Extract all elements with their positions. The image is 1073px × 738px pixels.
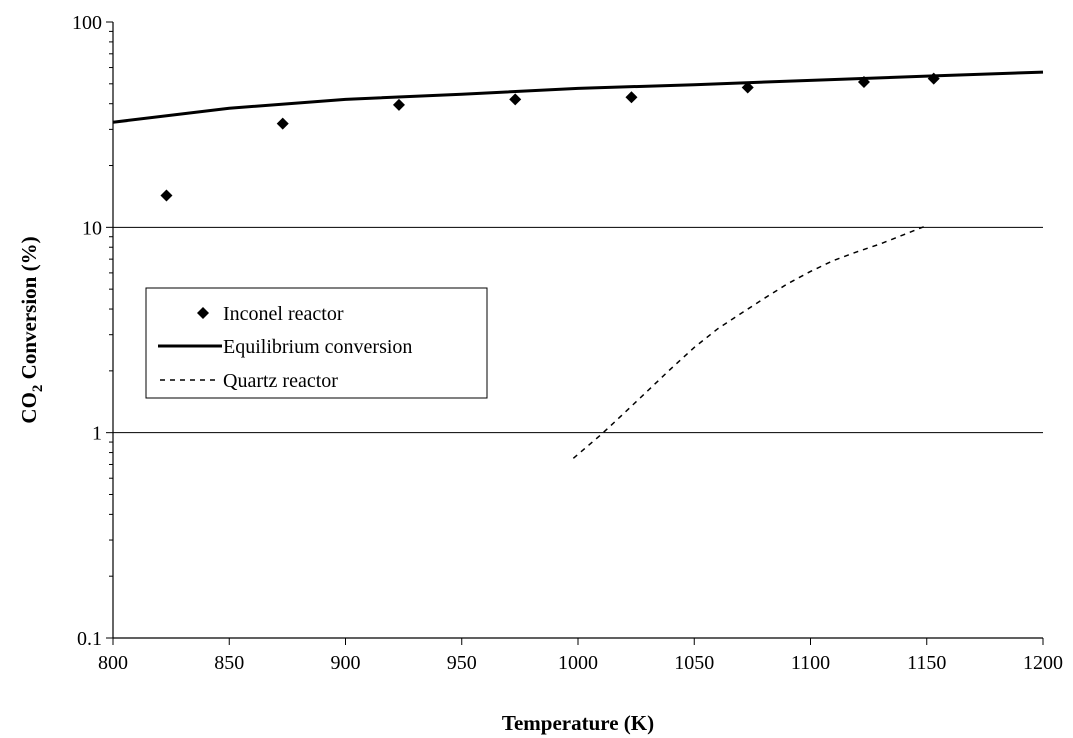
data-point-inconel bbox=[392, 98, 405, 111]
x-tick-label: 900 bbox=[331, 652, 361, 674]
data-point-inconel bbox=[741, 81, 754, 94]
series-line-quartz bbox=[572, 224, 928, 459]
data-point-inconel bbox=[625, 91, 638, 104]
legend-marker-diamond bbox=[197, 307, 209, 319]
x-axis-title: Temperature (K) bbox=[502, 711, 654, 735]
x-tick-label: 1000 bbox=[558, 652, 598, 674]
legend: Inconel reactor Equilibrium conversion Qua… bbox=[145, 287, 488, 399]
data-point-inconel bbox=[160, 189, 173, 202]
x-tick-label: 800 bbox=[98, 652, 128, 674]
x-tick-label: 1150 bbox=[907, 652, 946, 674]
y-axis-title-suffix: Conversion (%) bbox=[17, 236, 41, 384]
x-tick-label: 950 bbox=[447, 652, 477, 674]
series-line-equilibrium bbox=[112, 70, 1044, 124]
legend-label: Equilibrium conversion bbox=[223, 336, 412, 358]
y-axis-title-prefix: CO bbox=[17, 392, 41, 424]
x-axis-ticks: 800 850 900 950 1000 1050 1100 1150 1200 bbox=[98, 638, 1063, 674]
grid-lines bbox=[113, 226, 1043, 434]
legend-label: Quartz reactor bbox=[223, 370, 338, 392]
y-axis-ticks: 0.1 1 10 100 bbox=[72, 12, 113, 650]
legend-label: Inconel reactor bbox=[223, 303, 344, 325]
data-point-inconel bbox=[509, 93, 522, 106]
y-tick-label: 1 bbox=[92, 423, 102, 445]
data-point-inconel bbox=[276, 117, 289, 130]
y-tick-label: 0.1 bbox=[77, 628, 102, 650]
y-tick-label: 100 bbox=[72, 12, 102, 34]
x-tick-label: 1200 bbox=[1023, 652, 1063, 674]
x-tick-label: 1100 bbox=[791, 652, 830, 674]
x-tick-label: 850 bbox=[214, 652, 244, 674]
y-axis-title-subscript: 2 bbox=[30, 385, 46, 393]
x-tick-label: 1050 bbox=[674, 652, 714, 674]
y-axis-title: CO2 Conversion (%) bbox=[17, 236, 46, 423]
y-tick-label: 10 bbox=[82, 217, 102, 239]
plot-series bbox=[112, 70, 1044, 459]
